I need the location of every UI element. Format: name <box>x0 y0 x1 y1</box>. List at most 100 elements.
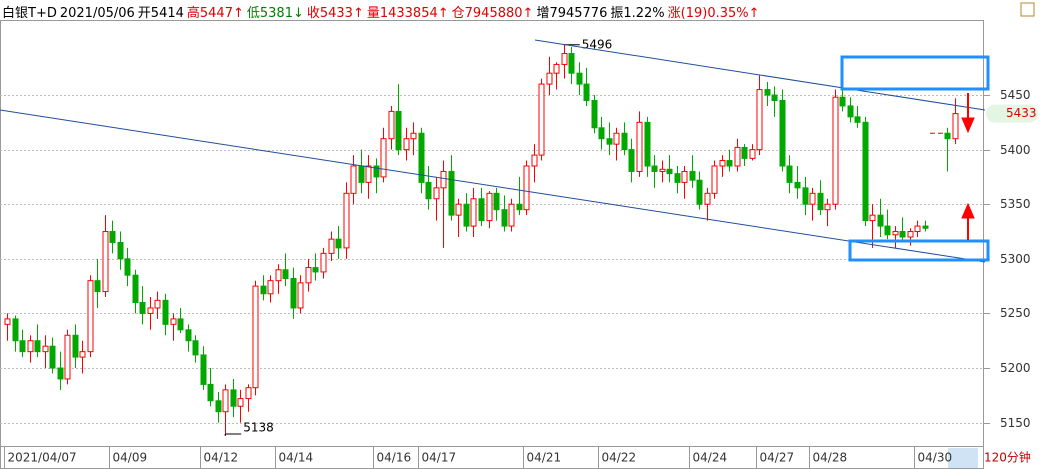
x-tick-label: 04/30 <box>918 451 953 465</box>
candle-body <box>102 231 109 293</box>
header-item: 高5447↑ <box>186 6 244 21</box>
candle-body <box>343 192 350 249</box>
candle-body <box>538 83 545 156</box>
candle-body <box>64 334 71 380</box>
candle-body <box>516 203 523 211</box>
arrow-down <box>961 93 975 134</box>
candle-body <box>952 113 959 140</box>
candle-body <box>350 165 357 194</box>
x-tick-label: 04/21 <box>527 451 562 465</box>
candle-body <box>659 168 666 172</box>
candle-body <box>147 307 154 314</box>
header-item: 增7945776 <box>536 6 608 21</box>
candle-body <box>34 340 41 353</box>
candle-body <box>305 267 312 284</box>
candle-body <box>719 160 726 167</box>
candle-body <box>403 138 410 151</box>
x-tick-label: 04/17 <box>422 451 457 465</box>
y-tick-label: 5200 <box>1000 361 1031 375</box>
candle-body <box>794 181 801 189</box>
x-tick-label: 2021/04/07 <box>8 451 77 465</box>
candle-body <box>425 181 432 200</box>
candle-body <box>636 121 643 172</box>
candle-body <box>824 203 831 211</box>
candle-body <box>200 354 207 385</box>
candle-body <box>734 146 741 167</box>
candle-body <box>749 149 756 159</box>
candle-body <box>486 192 493 222</box>
last-price-bg <box>986 104 1038 123</box>
candle-body <box>4 318 11 325</box>
candle-body <box>651 165 658 172</box>
candle-body <box>433 187 440 200</box>
candle-body <box>418 132 425 183</box>
candle-body <box>94 280 101 293</box>
header-item: 仓7945880↑ <box>451 6 534 21</box>
candle-body <box>786 165 793 183</box>
candle-body <box>689 170 696 181</box>
candle-body <box>290 277 297 309</box>
candle-body <box>606 138 613 145</box>
candle-body <box>726 160 733 167</box>
candle-body <box>508 203 515 227</box>
candle-body <box>922 225 929 229</box>
y-tick-label: 5400 <box>1000 143 1031 157</box>
candle-body <box>440 170 447 189</box>
candle-body <box>117 241 124 260</box>
y-tick-label: 5300 <box>1000 252 1031 266</box>
candle-body <box>320 252 327 273</box>
candle-body <box>388 110 395 140</box>
x-tick-label: 04/28 <box>813 451 848 465</box>
header-item: 涨(19)0.35%↑ <box>667 6 760 21</box>
x-axis-highlight <box>948 448 978 468</box>
candle-body <box>869 214 876 222</box>
candle-body <box>132 274 139 304</box>
header-item: 振1.22% <box>610 6 665 21</box>
candle-body <box>899 231 906 238</box>
candle-body <box>170 318 177 325</box>
candle-body <box>72 334 79 358</box>
candle-body <box>478 198 485 222</box>
header: 白银T+D 2021/05/06 开5414 高5447↑ 低5381↓ 收5433↑ 量1… <box>2 2 763 21</box>
candle-body <box>696 179 703 205</box>
candle-body <box>365 165 372 183</box>
candle-body <box>523 165 530 211</box>
candle-body <box>644 121 651 167</box>
candle-body <box>598 127 605 140</box>
candle-body <box>621 132 628 151</box>
chart-layer: 5150 5200 5250 5300 5350 5400 5450 2021/04/07 04… <box>0 37 1038 468</box>
candle-body <box>260 285 267 295</box>
candle-body <box>501 209 508 227</box>
candle-body <box>282 269 289 279</box>
candle-body <box>613 132 620 145</box>
candle-body <box>245 387 252 400</box>
candle-body <box>139 302 146 314</box>
candle-body <box>666 168 673 175</box>
candle-body <box>328 238 335 254</box>
x-tick-label: 04/24 <box>693 451 728 465</box>
candle-body <box>531 154 538 167</box>
candle-body <box>215 400 222 413</box>
candle-body <box>493 192 500 211</box>
arrow-up <box>961 202 975 240</box>
highlight-box <box>848 239 990 262</box>
y-tick-label: 5450 <box>1000 88 1031 102</box>
candle-body <box>410 132 417 140</box>
candle-body <box>884 225 891 236</box>
candle-body <box>192 340 199 356</box>
candle-body <box>674 173 681 183</box>
candle-body <box>914 225 921 233</box>
candle-body <box>455 203 462 216</box>
window-icon[interactable] <box>1020 2 1035 17</box>
candle-body <box>275 269 282 282</box>
candle-body <box>681 170 688 183</box>
candle-body <box>470 198 477 227</box>
candle-body <box>448 170 455 216</box>
candle-body <box>591 99 598 129</box>
candle-body <box>877 214 884 227</box>
candle-body <box>12 318 19 342</box>
y-tick-label: 5250 <box>1000 306 1031 320</box>
candle-body <box>854 116 861 123</box>
candle-body <box>576 72 583 85</box>
